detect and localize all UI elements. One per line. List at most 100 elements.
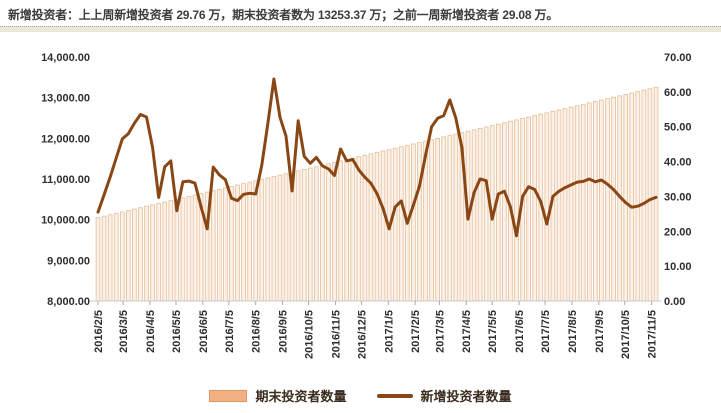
bar xyxy=(599,99,604,302)
bar xyxy=(216,188,222,302)
bar xyxy=(174,198,180,302)
bar xyxy=(301,169,307,302)
bar xyxy=(635,91,641,302)
y-left-tick-label: 9,000.00 xyxy=(47,255,90,267)
investor-combo-chart: 2016/2/5 2016/3/5 2016/4/5 2016/5/5 2016/6/5… xyxy=(41,52,692,359)
x-tick-label: 2016/5/5 xyxy=(171,310,183,353)
bar xyxy=(471,129,477,302)
bar xyxy=(647,88,653,302)
bar xyxy=(629,92,635,302)
y-left-labels: 8,000.00 9,000.00 10,000.00 11,000.00 12,000… xyxy=(41,52,90,308)
bar xyxy=(326,163,331,302)
bar xyxy=(483,126,489,302)
bar xyxy=(568,106,574,302)
y-right-tick-label: 0.00 xyxy=(664,296,685,308)
bar xyxy=(332,161,337,302)
bar xyxy=(562,108,568,302)
bar xyxy=(320,164,325,302)
x-tick-label: 2017/10/5 xyxy=(620,310,632,359)
bar xyxy=(380,150,386,302)
bar xyxy=(223,187,228,302)
bar xyxy=(586,102,592,302)
legend: 期末投资者数量 新增投资者数量 xyxy=(0,386,721,405)
x-tick-label: 2017/7/5 xyxy=(540,310,552,353)
x-tick-label: 2016/4/5 xyxy=(145,310,157,353)
legend-bars-label: 期末投资者数量 xyxy=(255,390,347,405)
bar xyxy=(314,166,319,302)
bar xyxy=(653,86,659,302)
x-tick-label: 2017/4/5 xyxy=(461,310,473,353)
x-tick-label: 2017/5/5 xyxy=(487,310,499,353)
legend-item-line: 新增投资者数量 xyxy=(376,386,512,405)
bar xyxy=(162,201,168,302)
bar xyxy=(168,200,174,302)
x-tick-label: 2017/8/5 xyxy=(567,310,579,353)
x-tick-label: 2016/6/5 xyxy=(198,310,210,353)
bar xyxy=(180,197,186,302)
bar xyxy=(556,109,562,302)
bar xyxy=(277,174,283,302)
x-tick-label: 2017/3/5 xyxy=(434,310,446,353)
legend-line-label: 新增投资者数量 xyxy=(420,390,512,405)
bar xyxy=(253,180,259,302)
bar xyxy=(447,135,453,302)
bar xyxy=(101,215,107,302)
bar xyxy=(210,190,216,302)
y-right-tick-label: 60.00 xyxy=(664,87,692,99)
y-left-tick-label: 12,000.00 xyxy=(41,133,90,145)
bar xyxy=(338,160,343,302)
bar xyxy=(429,139,434,302)
x-tick-label: 2016/11/5 xyxy=(330,310,342,358)
bar xyxy=(514,119,519,302)
bar xyxy=(526,116,531,302)
y-left-tick-label: 10,000.00 xyxy=(41,215,90,227)
y-right-labels: 0.00 10.00 20.00 30.00 40.00 50.00 60.00 70.00 xyxy=(664,52,692,308)
y-left-tick-label: 11,000.00 xyxy=(42,174,90,186)
bar xyxy=(411,143,416,302)
bar xyxy=(574,105,580,302)
bar xyxy=(247,181,252,302)
line-series xyxy=(96,77,658,238)
x-tick-label: 2016/9/5 xyxy=(278,310,290,353)
bar xyxy=(435,137,440,302)
bar xyxy=(113,212,119,302)
bar xyxy=(374,152,380,302)
bar xyxy=(307,167,313,302)
line-series-swatch-icon xyxy=(376,393,413,398)
x-tick-label: 2017/9/5 xyxy=(594,310,606,353)
x-tick-label: 2017/11/5 xyxy=(647,310,659,358)
y-left-tick-label: 14,000.00 xyxy=(41,52,90,64)
bar xyxy=(344,159,350,302)
y-left-tick-label: 13,000.00 xyxy=(41,93,90,105)
bar xyxy=(192,194,198,302)
bar xyxy=(259,178,265,302)
bar xyxy=(235,184,240,302)
bar xyxy=(295,170,301,302)
bar xyxy=(132,208,137,302)
bar xyxy=(477,127,483,302)
divider xyxy=(0,26,721,32)
y-right-tick-label: 20.00 xyxy=(664,226,692,238)
x-tick-label: 2016/8/5 xyxy=(251,310,263,353)
x-tick-label: 2016/3/5 xyxy=(118,310,130,353)
bar-series-swatch-icon xyxy=(209,389,248,402)
x-tick-label: 2017/6/5 xyxy=(514,310,526,353)
bar xyxy=(350,157,356,302)
bar xyxy=(156,203,161,302)
bar xyxy=(150,204,155,302)
bar xyxy=(356,156,362,302)
bar xyxy=(186,195,192,302)
bar xyxy=(283,173,289,302)
x-tick-label: 2017/1/5 xyxy=(383,310,395,353)
bar xyxy=(144,205,149,302)
bar xyxy=(532,115,538,302)
legend-item-bars: 期末投资者数量 xyxy=(209,386,347,405)
bar xyxy=(544,112,550,302)
bar xyxy=(502,122,507,302)
bar xyxy=(623,93,629,302)
bar xyxy=(119,211,125,302)
x-tick-label: 2016/2/5 xyxy=(93,310,105,353)
bar xyxy=(138,207,143,302)
bar xyxy=(593,101,598,302)
x-tick-label: 2017/2/5 xyxy=(410,310,422,353)
